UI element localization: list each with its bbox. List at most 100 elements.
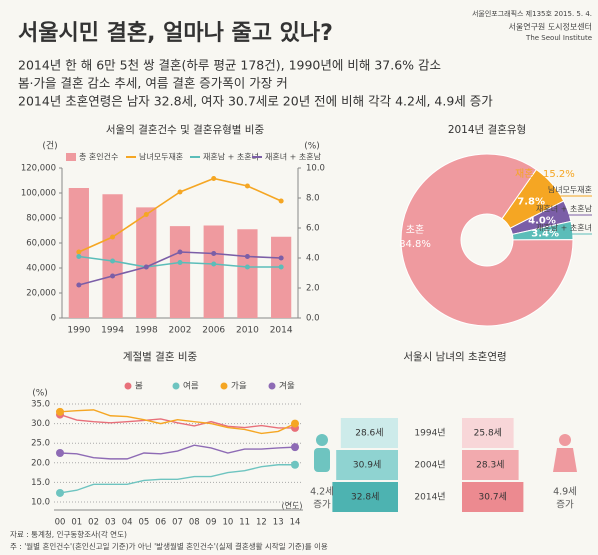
female-bar <box>462 450 519 480</box>
legend-label: 여름 <box>183 381 199 392</box>
series-line <box>59 409 296 435</box>
point <box>143 212 149 217</box>
y-tick-label: 80,000 <box>26 214 56 224</box>
x-tick-label: 2002 <box>169 326 192 336</box>
slice <box>400 153 574 327</box>
x-tick-label: 04 <box>122 518 133 528</box>
series-line <box>59 464 295 494</box>
annotation: 4.2세 <box>310 487 334 498</box>
male-icon <box>314 434 330 472</box>
y-tick-label: 30.0 <box>31 419 50 429</box>
end-point <box>56 407 64 416</box>
x-tick-label: 13 <box>273 518 284 528</box>
x-tick-label: 02 <box>88 518 99 528</box>
legend-label: 가을 <box>231 382 247 392</box>
legend-swatch <box>268 382 276 390</box>
year-label: 2014년 <box>414 492 445 503</box>
legend-label: 겨울 <box>279 382 295 392</box>
x-tick-label: 06 <box>155 518 166 528</box>
y-tick-label: 15.0 <box>31 478 50 488</box>
point <box>211 176 217 181</box>
group-name: 재혼 <box>515 167 533 180</box>
slice-name: 초혼 <box>406 223 424 236</box>
y2-tick-label: 0.0 <box>306 314 320 324</box>
y2-tick-label: 4.0 <box>306 254 320 264</box>
y2-tick-label: 8.0 <box>306 194 320 204</box>
legend-swatch <box>124 382 132 390</box>
point <box>110 234 116 240</box>
slice-value: 7.8% <box>517 197 545 208</box>
note: 주 : '월별 혼인건수'(혼인신고일 기준)가 아닌 '발생월별 혼인건수'(… <box>10 541 328 551</box>
year-label: 2004년 <box>414 460 445 471</box>
end-point <box>56 449 64 457</box>
leader <box>559 211 592 216</box>
bar <box>203 225 224 318</box>
x-tick-label: 2006 <box>202 326 225 336</box>
chart-title: 계절별 결혼 비중 <box>123 350 198 363</box>
slice-name: 재혼녀 + 초혼남 <box>536 204 593 214</box>
female-icon <box>553 434 577 472</box>
x-tick-label: 07 <box>172 518 183 528</box>
end-point <box>291 460 299 469</box>
series-line <box>59 413 295 429</box>
legend-label: 남녀모두재혼 <box>139 152 183 162</box>
legend-swatch <box>66 153 76 161</box>
publisher: The Seoul Institute <box>525 34 592 42</box>
y2-tick-label: 6.0 <box>306 224 320 234</box>
summary-line: 2014년 한 해 6만 5천 쌍 결혼(하루 평균 178건), 1990년에… <box>18 58 441 73</box>
point <box>244 254 250 259</box>
point <box>244 264 250 270</box>
publisher: 서울인포그래픽스 제135호 2015. 5. 4. <box>472 9 592 18</box>
year-label: 1994년 <box>414 428 445 439</box>
legend-label: 봄 <box>135 382 143 392</box>
x-tick-label: 2014 <box>270 326 293 336</box>
end-point <box>291 419 299 428</box>
leader <box>559 230 592 235</box>
slice-value: 84.8% <box>399 239 431 250</box>
x-tick-label: 12 <box>256 518 267 528</box>
annotation: 증가 <box>313 500 331 511</box>
legend-swatch <box>220 382 228 390</box>
female-value: 28.3세 <box>476 460 504 471</box>
y-tick-label: 35.0 <box>31 400 50 410</box>
publisher: 서울연구원 도시정보센터 <box>508 22 592 32</box>
y-tick-label: 60,000 <box>26 239 56 249</box>
legend-label: 재혼남 + 초혼녀 <box>203 152 259 162</box>
point <box>278 264 284 270</box>
annotation: 증가 <box>556 500 574 511</box>
main-title: 서울시민 결혼, 얼마나 줄고 있나? <box>18 21 333 46</box>
y-tick-label: 120,000 <box>21 164 56 174</box>
x-tick-label: 05 <box>139 518 150 528</box>
series-line <box>59 444 296 460</box>
x-tick-label: 01 <box>71 518 82 528</box>
chart-title: 서울시 남녀의 초혼연령 <box>403 350 506 363</box>
source: 자료 : 통계청, 인구동향조사(각 연도) <box>10 529 127 539</box>
slice-value: 4.0% <box>528 215 556 226</box>
y-tick-label: 25.0 <box>31 439 50 449</box>
male-bar <box>336 450 398 480</box>
x-tick-label: 14 <box>290 518 301 528</box>
end-point <box>56 488 64 497</box>
bar <box>169 226 191 318</box>
point <box>278 255 284 261</box>
y-tick-label: 20.0 <box>31 458 50 468</box>
y2-unit: (%) <box>304 142 320 152</box>
legend-label: 총 혼인건수 <box>79 152 118 162</box>
point <box>76 249 82 255</box>
slice-name: 재혼남 + 초혼녀 <box>536 223 592 233</box>
male-bar <box>332 482 398 512</box>
male-bar <box>340 418 398 448</box>
female-bar <box>462 482 524 512</box>
x-tick-label: 08 <box>189 518 200 528</box>
x-tick-label: 11 <box>239 518 250 528</box>
x-tick-label: 1994 <box>101 326 124 336</box>
x-tick-label: 03 <box>105 518 116 528</box>
y-unit: (%) <box>32 389 48 399</box>
point <box>244 183 250 189</box>
legend-label: 재혼녀 + 초혼남 <box>265 152 322 162</box>
summary-line: 봄·가을 결혼 감소 추세, 여름 결혼 증가폭이 가장 커 <box>18 76 288 91</box>
point <box>177 189 183 195</box>
group-value: 15.2% <box>543 169 575 180</box>
slice-value: 3.4% <box>531 228 559 239</box>
point <box>110 273 116 279</box>
